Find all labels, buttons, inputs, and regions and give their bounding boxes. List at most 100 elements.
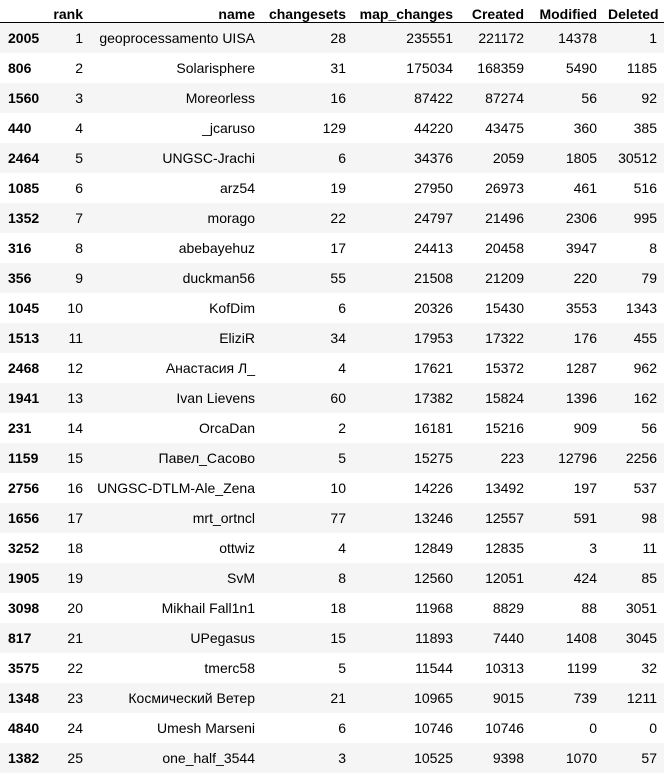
changesets-cell: 22 bbox=[330, 209, 346, 226]
modified-header: Modified bbox=[531, 0, 604, 23]
modified-cell: 12796 bbox=[558, 449, 597, 466]
modified-cell: 3947 bbox=[565, 239, 597, 256]
rank-cell: 11 bbox=[68, 329, 83, 346]
row-index: 316 bbox=[8, 239, 32, 256]
row-index: 3098 bbox=[8, 599, 40, 616]
name-cell: UNGSC-Jrachi bbox=[162, 149, 255, 166]
modified-cell: 220 bbox=[573, 269, 597, 286]
changesets-cell: 5 bbox=[338, 449, 346, 466]
changesets-cell: 31 bbox=[330, 59, 346, 76]
deleted-cell: 2256 bbox=[625, 449, 657, 466]
deleted-cell: 98 bbox=[641, 509, 657, 526]
deleted-cell: 455 bbox=[633, 329, 657, 346]
deleted-cell: 0 bbox=[649, 719, 657, 736]
modified-cell: 1396 bbox=[565, 389, 597, 406]
created-cell: 223 bbox=[500, 449, 524, 466]
created-cell: 2059 bbox=[492, 149, 524, 166]
modified-cell: 360 bbox=[573, 119, 597, 136]
changesets-cell: 4 bbox=[338, 539, 346, 556]
map-changes-cell: 16181 bbox=[414, 419, 453, 436]
created-header: Created bbox=[460, 0, 531, 23]
modified-cell: 461 bbox=[573, 179, 597, 196]
rank-cell: 22 bbox=[67, 659, 83, 676]
modified-cell: 1287 bbox=[565, 359, 597, 376]
name-cell: OrcaDan bbox=[198, 419, 255, 436]
created-cell: 20458 bbox=[485, 239, 524, 256]
name-header: name bbox=[90, 0, 262, 23]
changesets-cell: 3 bbox=[338, 749, 346, 766]
deleted-cell: 32 bbox=[641, 659, 657, 676]
row-index: 1348 bbox=[8, 689, 40, 706]
modified-cell: 14378 bbox=[558, 29, 597, 46]
changesets-cell: 8 bbox=[338, 569, 346, 586]
modified-cell: 1805 bbox=[565, 149, 597, 166]
row-index: 231 bbox=[8, 419, 32, 436]
name-cell: Ivan Lievens bbox=[176, 389, 255, 406]
table-row: 440 4 _jcaruso 129 44220 43475 360 385 bbox=[0, 112, 664, 143]
changesets-cell: 6 bbox=[338, 149, 346, 166]
changesets-cell: 17 bbox=[330, 239, 346, 256]
name-cell: mrt_ortncl bbox=[192, 509, 255, 526]
map-changes-cell: 20326 bbox=[414, 299, 453, 316]
row-index: 4840 bbox=[8, 719, 40, 736]
rank-cell: 21 bbox=[67, 629, 83, 646]
rank-cell: 17 bbox=[67, 509, 83, 526]
table-row: 806 2 Solarisphere 31 175034 168359 5490 1185 bbox=[0, 52, 664, 83]
table-row: 1560 3 Moreorless 16 87422 87274 56 92 bbox=[0, 82, 664, 113]
deleted-cell: 1 bbox=[649, 29, 657, 46]
table-row: 3252 18 ottwiz 4 12849 12835 3 11 bbox=[0, 532, 664, 563]
table-row: 2005 1 geoprocessamento UISA 28 235551 221172… bbox=[0, 22, 664, 53]
row-index: 1382 bbox=[8, 749, 40, 766]
table-row: 3098 20 Mikhail Fall1n1 18 11968 8829 88 3051 bbox=[0, 592, 664, 623]
table-row: 1045 10 KofDim 6 20326 15430 3553 1343 bbox=[0, 292, 664, 323]
map-changes-cell: 44220 bbox=[414, 119, 453, 136]
created-cell: 9398 bbox=[492, 749, 524, 766]
table-row: 817 21 UPegasus 15 11893 7440 1408 3045 bbox=[0, 622, 664, 653]
rank-cell: 19 bbox=[67, 569, 83, 586]
rank-cell: 24 bbox=[67, 719, 83, 736]
created-cell: 221172 bbox=[478, 29, 524, 46]
rank-cell: 6 bbox=[75, 179, 83, 196]
changesets-cell: 28 bbox=[330, 29, 346, 46]
name-cell: arz54 bbox=[219, 179, 255, 196]
deleted-cell: 385 bbox=[633, 119, 657, 136]
name-cell: duckman56 bbox=[182, 269, 255, 286]
deleted-cell: 537 bbox=[633, 479, 657, 496]
rank-cell: 14 bbox=[67, 419, 83, 436]
deleted-cell: 3051 bbox=[625, 599, 657, 616]
rank-cell: 10 bbox=[67, 299, 83, 316]
changesets-cell: 5 bbox=[338, 659, 346, 676]
row-index: 1085 bbox=[8, 179, 40, 196]
modified-cell: 3 bbox=[589, 539, 597, 556]
table-row: 3575 22 tmerc58 5 11544 10313 1199 32 bbox=[0, 652, 664, 683]
index-header bbox=[0, 0, 48, 23]
row-index: 1045 bbox=[8, 299, 40, 316]
rank-cell: 2 bbox=[75, 59, 83, 76]
table-row: 1352 7 morago 22 24797 21496 2306 995 bbox=[0, 202, 664, 233]
table-row: 2464 5 UNGSC-Jrachi 6 34376 2059 1805 30512 bbox=[0, 142, 664, 173]
name-cell: Анастасия Л_ bbox=[165, 359, 255, 376]
deleted-cell: 79 bbox=[641, 269, 657, 286]
rank-cell: 4 bbox=[75, 119, 83, 136]
table-row: 2756 16 UNGSC-DTLM-Ale_Zena 10 14226 13492 197… bbox=[0, 472, 664, 503]
row-index: 2756 bbox=[8, 479, 40, 496]
modified-cell: 2306 bbox=[565, 209, 597, 226]
created-cell: 21496 bbox=[485, 209, 524, 226]
rank-cell: 7 bbox=[75, 209, 83, 226]
name-cell: Umesh Marseni bbox=[156, 719, 255, 736]
row-index: 1941 bbox=[8, 389, 40, 406]
created-cell: 13492 bbox=[485, 479, 524, 496]
created-cell: 43475 bbox=[485, 119, 524, 136]
changesets-header: changesets bbox=[262, 0, 353, 23]
name-cell: abebayehuz bbox=[178, 239, 255, 256]
row-index: 1352 bbox=[8, 209, 40, 226]
map-changes-cell: 14226 bbox=[414, 479, 453, 496]
name-cell: KofDim bbox=[209, 299, 255, 316]
row-index: 2468 bbox=[8, 359, 40, 376]
rank-cell: 1 bbox=[75, 29, 83, 46]
map-changes-cell: 11544 bbox=[415, 659, 453, 676]
modified-cell: 909 bbox=[573, 419, 597, 436]
modified-cell: 88 bbox=[581, 599, 597, 616]
name-cell: EliziR bbox=[219, 329, 255, 346]
